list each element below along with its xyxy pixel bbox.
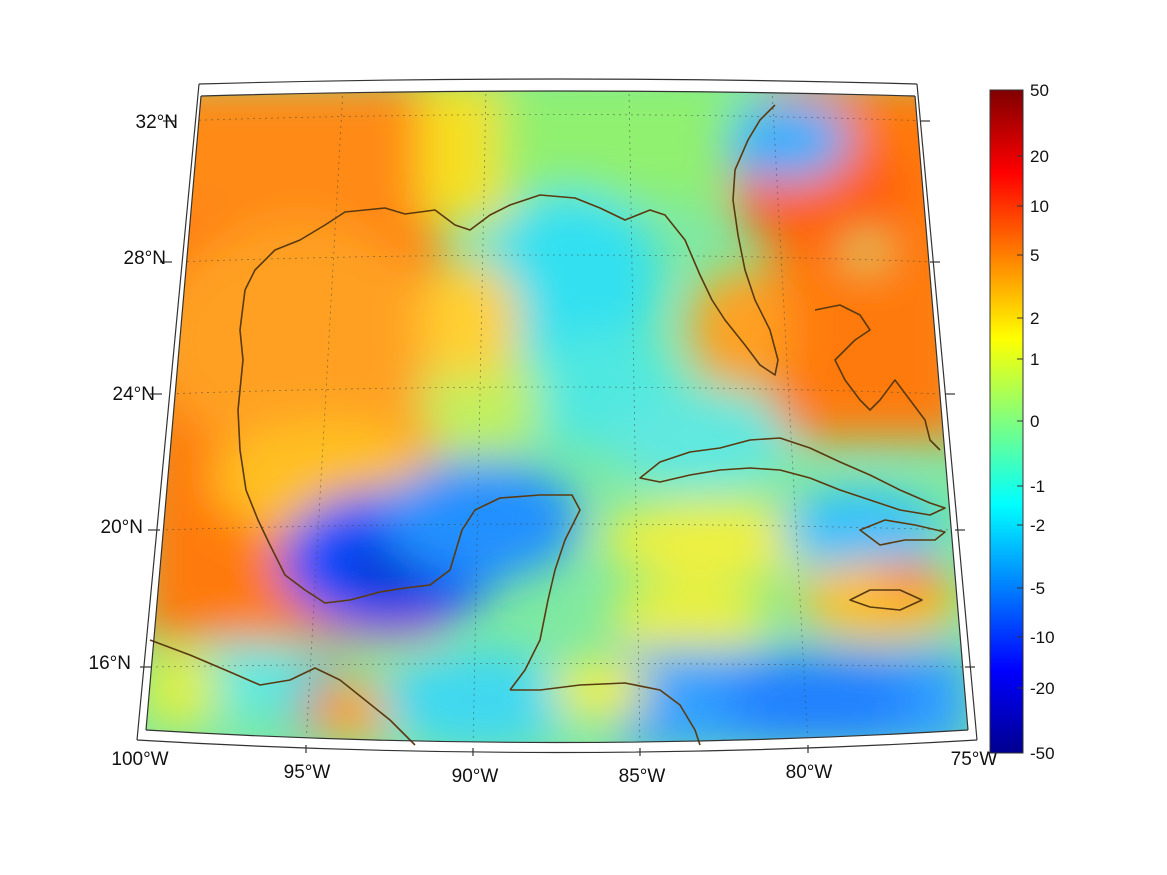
lat-labels: 32°N 28°N 24°N 20°N 16°N: [89, 112, 178, 674]
map-frame: [136, 78, 978, 756]
colorbar-tick-label: 1: [1030, 350, 1039, 369]
lat-label: 28°N: [124, 248, 166, 269]
coastline-hispaniola: [859, 519, 946, 546]
colorbar-tick-label: -50: [1030, 744, 1055, 763]
coastline-bahamas: [814, 304, 941, 451]
data-field: [146, 91, 968, 743]
coastline-pacific: [149, 639, 416, 746]
lon-label: 80°W: [786, 762, 833, 783]
colorbar-tick-label: -2: [1030, 516, 1045, 535]
coastline-mexico-gulf: [237, 289, 581, 691]
colorbar-tick-label: 2: [1030, 309, 1039, 328]
lon-label: 100°W: [111, 749, 168, 770]
lon-label: 75°W: [951, 749, 998, 770]
lat-label: 32°N: [136, 112, 178, 133]
colorbar-tick-label: 20: [1030, 147, 1049, 166]
lat-label: 16°N: [89, 653, 131, 674]
graticule: [149, 91, 966, 743]
colorbar-tick-label: 10: [1030, 197, 1049, 216]
coastline-gulf-north: [244, 104, 779, 376]
lat-label: 20°N: [101, 517, 143, 538]
lon-label: 95°W: [284, 762, 331, 783]
lon-labels: 100°W 95°W 90°W 85°W 80°W 75°W: [111, 749, 997, 787]
colorbar-tick-label: -20: [1030, 679, 1055, 698]
lon-label: 90°W: [452, 766, 499, 787]
colorbar-tick-label: -10: [1030, 628, 1055, 647]
colorbar-tick-label: 50: [1030, 81, 1049, 100]
colorbar-tick-label: 0: [1030, 412, 1039, 431]
coastline-cuba: [639, 437, 946, 516]
colorbar-tick-label: 5: [1030, 246, 1039, 265]
coastlines: [149, 104, 946, 746]
colorbar-tick-label: -5: [1030, 579, 1045, 598]
coastline-central-america: [510, 682, 701, 746]
colorbar-tick-label: -1: [1030, 477, 1045, 496]
lon-label: 85°W: [619, 766, 666, 787]
lat-label: 24°N: [113, 384, 155, 405]
coastline-jamaica: [849, 589, 923, 611]
